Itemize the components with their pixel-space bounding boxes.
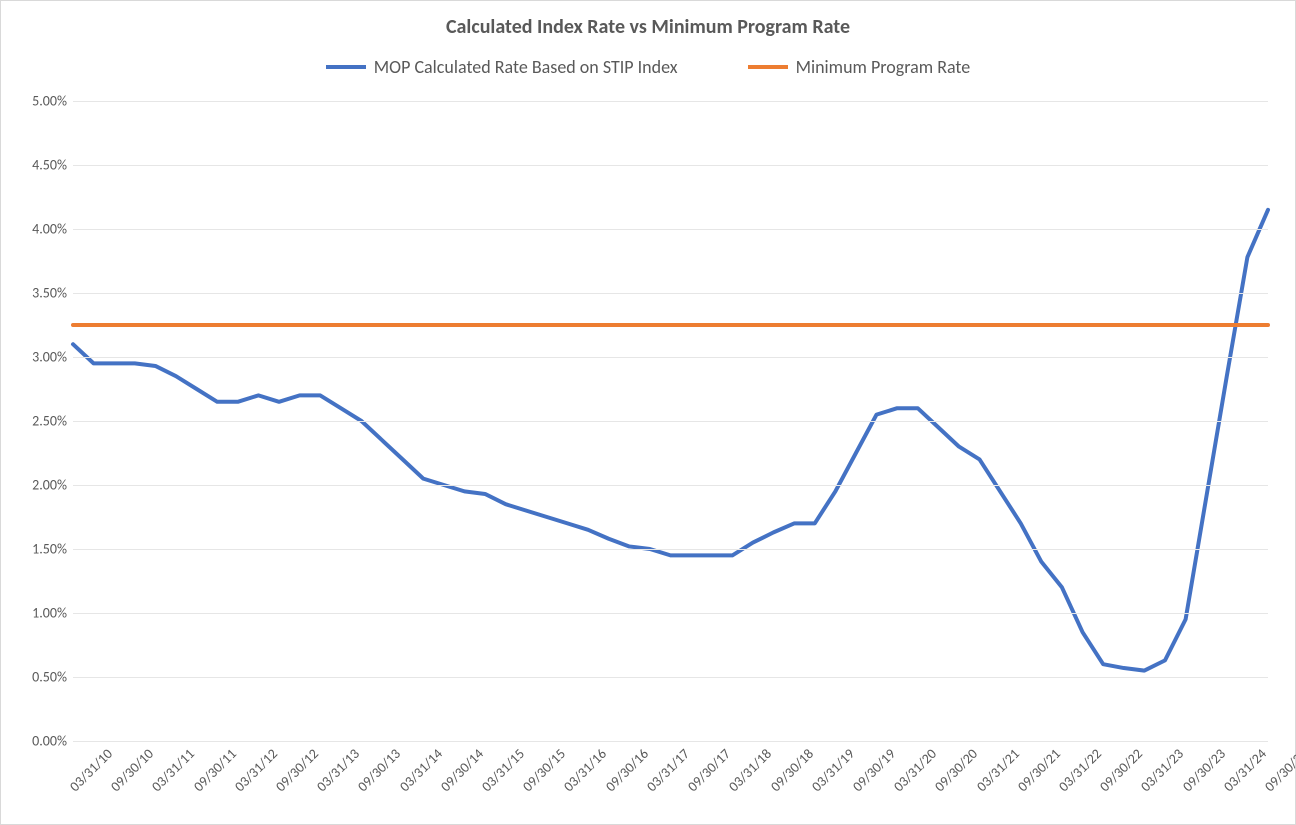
y-tick-label: 1.00% (32, 605, 73, 622)
x-tick-label: 03/31/24 (1216, 741, 1270, 795)
y-tick-label: 3.00% (32, 349, 73, 366)
x-tick-label: 03/31/21 (968, 741, 1022, 795)
x-tick-label: 03/31/15 (474, 741, 528, 795)
x-tick-label: 09/30/19 (845, 741, 899, 795)
x-tick-label: 09/30/13 (350, 741, 404, 795)
x-tick-label: 09/30/11 (186, 741, 240, 795)
gridline (73, 357, 1268, 358)
y-tick-label: 2.00% (32, 477, 73, 494)
x-tick-label: 09/30/18 (762, 741, 816, 795)
series-line-0 (73, 210, 1268, 671)
gridline (73, 549, 1268, 550)
x-tick-label: 03/31/12 (227, 741, 281, 795)
x-tick-label: 09/30/17 (680, 741, 734, 795)
gridline (73, 293, 1268, 294)
x-tick-label: 09/30/22 (1092, 741, 1146, 795)
gridline (73, 421, 1268, 422)
x-tick-label: 03/31/13 (309, 741, 363, 795)
y-tick-label: 4.50% (32, 157, 73, 174)
gridline (73, 101, 1268, 102)
gridline (73, 485, 1268, 486)
x-tick-label: 09/30/20 (927, 741, 981, 795)
x-tick-label: 09/30/16 (598, 741, 652, 795)
x-tick-label: 03/31/20 (886, 741, 940, 795)
y-tick-label: 1.50% (32, 541, 73, 558)
gridline (73, 165, 1268, 166)
legend-item: MOP Calculated Rate Based on STIP Index (326, 56, 678, 78)
legend-label: MOP Calculated Rate Based on STIP Index (374, 56, 678, 78)
x-tick-label: 09/30/24 (1257, 741, 1296, 795)
x-tick-label: 03/31/17 (639, 741, 693, 795)
x-tick-label: 09/30/12 (268, 741, 322, 795)
y-tick-label: 0.00% (32, 733, 73, 750)
y-tick-label: 5.00% (32, 93, 73, 110)
y-tick-label: 4.00% (32, 221, 73, 238)
x-tick-label: 09/30/14 (433, 741, 487, 795)
x-tick-label: 09/30/23 (1175, 741, 1229, 795)
legend-swatch (748, 65, 788, 69)
y-tick-label: 2.50% (32, 413, 73, 430)
legend-swatch (326, 65, 366, 69)
gridline (73, 613, 1268, 614)
y-tick-label: 3.50% (32, 285, 73, 302)
x-tick-label: 09/30/10 (103, 741, 157, 795)
x-tick-label: 03/31/16 (556, 741, 610, 795)
legend-label: Minimum Program Rate (796, 56, 971, 78)
x-tick-label: 03/31/19 (804, 741, 858, 795)
chart-legend: MOP Calculated Rate Based on STIP Index M… (1, 56, 1295, 78)
x-tick-label: 03/31/18 (721, 741, 775, 795)
plot-area: 0.00%0.50%1.00%1.50%2.00%2.50%3.00%3.50%… (73, 101, 1268, 741)
x-tick-label: 09/30/21 (1010, 741, 1064, 795)
x-tick-label: 03/31/11 (144, 741, 198, 795)
x-tick-label: 03/31/22 (1051, 741, 1105, 795)
x-tick-label: 09/30/15 (515, 741, 569, 795)
gridline (73, 677, 1268, 678)
gridline (73, 229, 1268, 230)
chart-title: Calculated Index Rate vs Minimum Program… (1, 15, 1295, 39)
legend-item: Minimum Program Rate (748, 56, 971, 78)
chart-frame: Calculated Index Rate vs Minimum Program… (0, 0, 1296, 825)
x-tick-label: 03/31/14 (392, 741, 446, 795)
y-tick-label: 0.50% (32, 669, 73, 686)
x-tick-label: 03/31/23 (1133, 741, 1187, 795)
